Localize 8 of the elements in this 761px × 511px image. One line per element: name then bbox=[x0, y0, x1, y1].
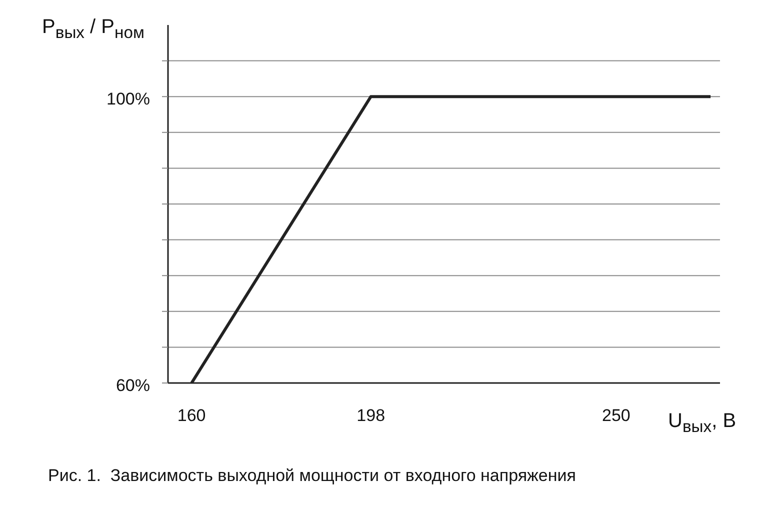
x-tick-label: 198 bbox=[356, 406, 386, 425]
y-tick-label: 60% bbox=[116, 376, 150, 395]
x-tick-label: 250 bbox=[602, 406, 630, 425]
y-axis-title: P$_{вых}$ / P$_{ном}$ bbox=[42, 16, 144, 43]
x-tick-label: 160 bbox=[177, 406, 206, 425]
x-axis-title: U$_{вых}$, В bbox=[668, 410, 736, 437]
y-tick-label: 100% bbox=[106, 90, 150, 109]
text: Рис. 1. Зависимость выходной мощности от входного напряжения bbox=[48, 466, 576, 486]
